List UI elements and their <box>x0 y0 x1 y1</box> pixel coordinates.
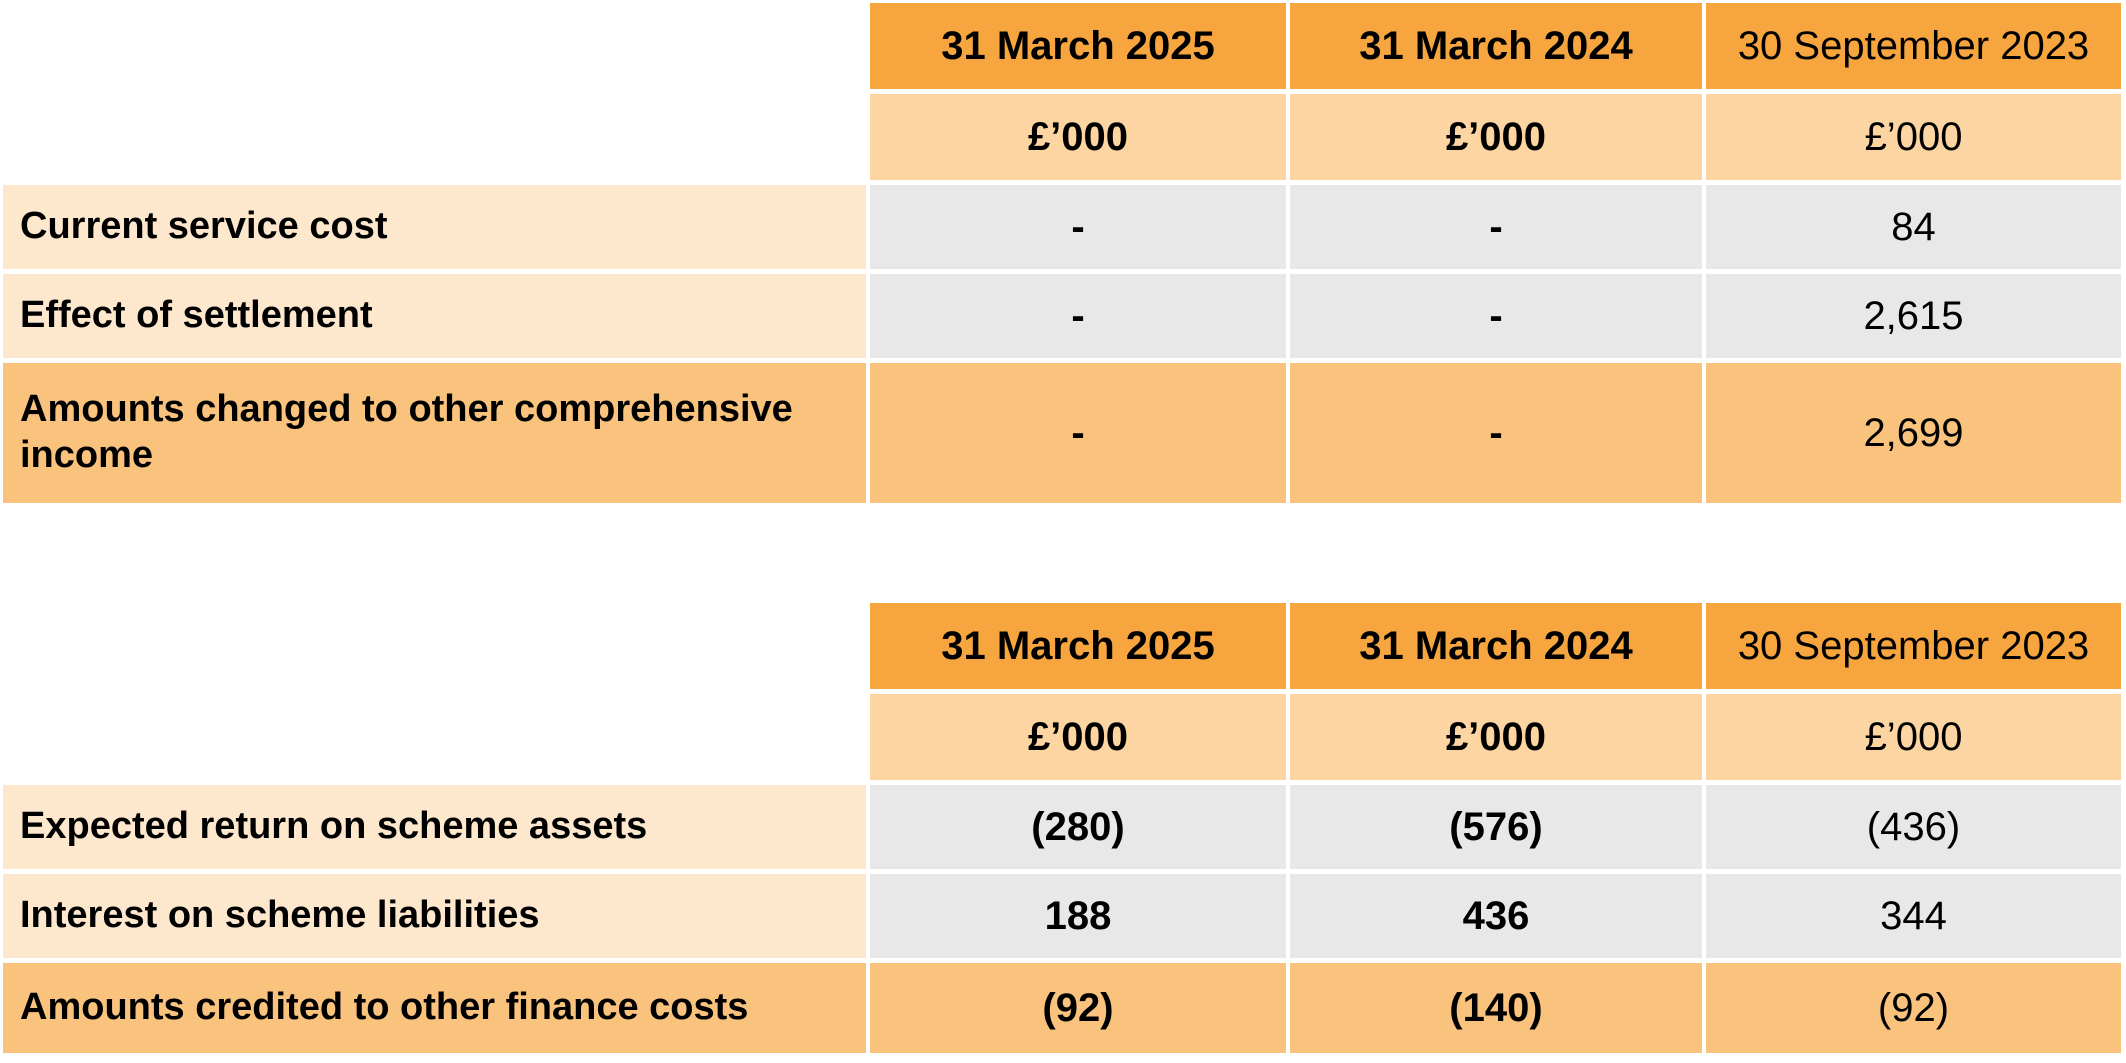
cell-value: 2,615 <box>1706 274 2121 358</box>
column-header-31-march-2025: 31 March 2025 <box>870 603 1286 689</box>
row-label-amounts-changed-to-oci: Amounts changed to other comprehensive i… <box>3 363 866 503</box>
cell-value: 188 <box>870 874 1286 958</box>
units-label: £’000 <box>1290 694 1702 780</box>
units-label: £’000 <box>1290 94 1702 180</box>
units-label: £’000 <box>1706 694 2121 780</box>
cell-value: (92) <box>1706 963 2121 1053</box>
row-label-expected-return-on-scheme-assets: Expected return on scheme assets <box>3 785 866 869</box>
column-header-30-september-2023: 30 September 2023 <box>1706 603 2121 689</box>
units-spacer-cell <box>3 694 866 780</box>
units-spacer-cell <box>3 94 866 180</box>
cell-value: 2,699 <box>1706 363 2121 503</box>
column-header-31-march-2025: 31 March 2025 <box>870 3 1286 89</box>
row-label-interest-on-scheme-liabilities: Interest on scheme liabilities <box>3 874 866 958</box>
finance-costs-table: 31 March 2025 31 March 2024 30 September… <box>3 603 2121 1053</box>
pension-cost-table: 31 March 2025 31 March 2024 30 September… <box>3 3 2121 503</box>
units-label: £’000 <box>870 94 1286 180</box>
units-label: £’000 <box>1706 94 2121 180</box>
cell-value: - <box>870 363 1286 503</box>
cell-value: 436 <box>1290 874 1702 958</box>
row-label-amounts-credited-to-other-finance-costs: Amounts credited to other finance costs <box>3 963 866 1053</box>
cell-value: - <box>870 185 1286 269</box>
cell-value: 84 <box>1706 185 2121 269</box>
cell-value: - <box>1290 185 1702 269</box>
cell-value: - <box>1290 363 1702 503</box>
cell-value: 344 <box>1706 874 2121 958</box>
row-label-effect-of-settlement: Effect of settlement <box>3 274 866 358</box>
cell-value: (92) <box>870 963 1286 1053</box>
column-header-30-september-2023: 30 September 2023 <box>1706 3 2121 89</box>
cell-value: (436) <box>1706 785 2121 869</box>
column-header-31-march-2024: 31 March 2024 <box>1290 3 1702 89</box>
cell-value: (140) <box>1290 963 1702 1053</box>
cell-value: - <box>1290 274 1702 358</box>
cell-value: (576) <box>1290 785 1702 869</box>
header-spacer-cell <box>3 3 866 89</box>
row-label-current-service-cost: Current service cost <box>3 185 866 269</box>
column-header-31-march-2024: 31 March 2024 <box>1290 603 1702 689</box>
header-spacer-cell <box>3 603 866 689</box>
cell-value: (280) <box>870 785 1286 869</box>
cell-value: - <box>870 274 1286 358</box>
units-label: £’000 <box>870 694 1286 780</box>
